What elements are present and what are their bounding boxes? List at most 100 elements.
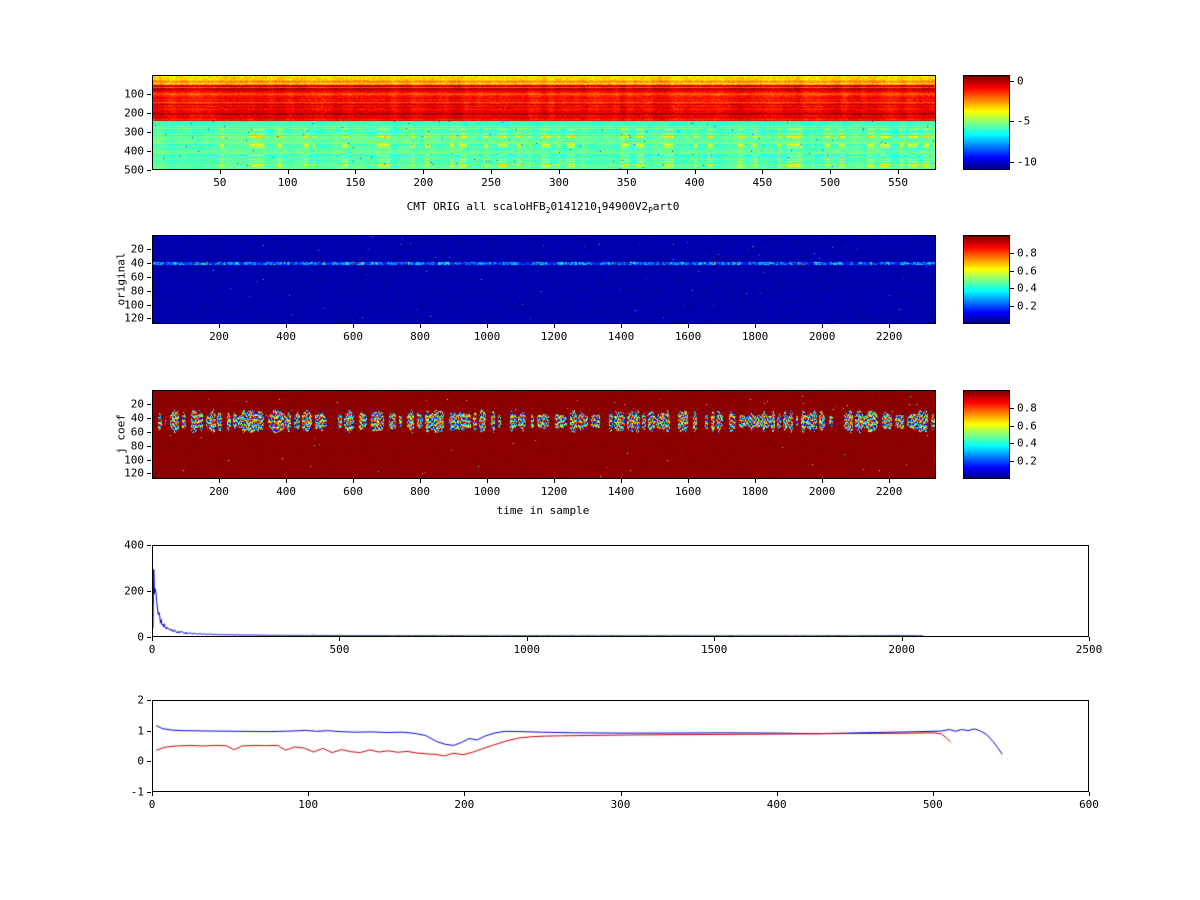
colorbar-tick-label: 0.2 <box>1017 454 1037 468</box>
x-tick-label: 2200 <box>875 330 903 343</box>
convergence-plot <box>153 701 1088 791</box>
tick-mark <box>147 290 151 292</box>
subplot-convergence <box>152 700 1089 792</box>
tick-mark <box>147 248 151 250</box>
tick-mark <box>830 170 832 174</box>
colorbar-tick-label: 0.6 <box>1017 264 1037 278</box>
x-tick-label: 800 <box>410 330 430 343</box>
tick-mark <box>932 792 934 796</box>
tick-mark <box>219 479 220 483</box>
x-tick-label: 2000 <box>808 485 836 498</box>
original-heatmap-image <box>153 236 935 323</box>
tick-mark <box>626 170 628 174</box>
tick-mark <box>147 403 151 405</box>
x-tick-label: 350 <box>616 176 637 189</box>
y-tick-label: 500 <box>124 163 144 177</box>
colorbar-tick-label: 0.4 <box>1017 436 1037 450</box>
tick-mark <box>558 170 560 174</box>
tick-mark <box>147 545 151 546</box>
x-tick-label: 500 <box>922 798 943 811</box>
tick-mark <box>822 324 824 328</box>
tick-mark <box>147 445 151 447</box>
tick-mark <box>822 479 824 483</box>
x-tick-label: 450 <box>752 176 773 189</box>
colorbar-tick-label: 0 <box>1017 74 1024 88</box>
y-tick-label: 60 <box>130 425 144 439</box>
tick-mark <box>147 700 151 701</box>
tick-mark <box>688 324 690 328</box>
tick-mark <box>889 479 891 483</box>
tick-mark <box>491 170 493 174</box>
tick-mark <box>714 637 716 641</box>
x-tick-label: 0 <box>148 798 156 811</box>
colorbar-original-gradient <box>964 236 1009 323</box>
tick-mark <box>147 151 151 152</box>
x-tick-label: 400 <box>684 176 705 189</box>
x-tick-label: 150 <box>345 176 366 189</box>
x-tick-label: 400 <box>276 330 296 343</box>
tick-mark <box>147 276 151 278</box>
x-tick-label: 1200 <box>540 330 568 343</box>
x-tick-label: 100 <box>277 176 298 189</box>
jcoef-ylabel: j coef <box>114 414 128 454</box>
y-tick-label: 0 <box>137 630 144 644</box>
tick-mark <box>420 324 422 328</box>
tick-mark <box>1010 121 1014 123</box>
tick-mark <box>147 431 151 433</box>
tick-mark <box>776 792 778 796</box>
tick-mark <box>147 417 151 419</box>
jcoef-heatmap-image <box>153 391 935 478</box>
x-tick-label: 500 <box>329 643 350 656</box>
colorbar-jcoef <box>963 390 1010 479</box>
tick-mark <box>1010 425 1014 427</box>
tick-mark <box>147 792 151 793</box>
colorbar-tick-label: 0.6 <box>1017 419 1037 433</box>
tick-mark <box>1010 252 1014 254</box>
y-tick-label: -1 <box>130 785 144 799</box>
tick-mark <box>353 324 355 328</box>
tick-mark <box>898 170 900 174</box>
tick-mark <box>355 170 357 174</box>
tick-mark <box>464 792 466 796</box>
subplot-original <box>152 235 936 324</box>
tick-mark <box>1010 288 1014 290</box>
x-tick-label: 600 <box>343 485 363 498</box>
tick-mark <box>353 479 355 483</box>
x-tick-label: 550 <box>888 176 908 189</box>
tick-mark <box>420 479 422 483</box>
x-tick-label: 200 <box>209 330 229 343</box>
tick-mark <box>1010 443 1014 445</box>
x-tick-label: 2500 <box>1075 643 1103 656</box>
time-axis-label: time in sample <box>496 504 590 517</box>
x-tick-label: 200 <box>413 176 434 189</box>
x-tick-label: 1000 <box>513 643 541 656</box>
x-tick-label: 400 <box>766 798 787 811</box>
y-tick-label: 0 <box>137 754 144 768</box>
x-tick-label: 1000 <box>473 485 501 498</box>
tick-mark <box>308 792 310 796</box>
y-tick-label: 20 <box>130 242 144 256</box>
colorbar-tick-label: 0.8 <box>1017 401 1037 415</box>
y-tick-label: 200 <box>124 584 144 598</box>
title-text: art0 <box>652 200 680 213</box>
colorbar-tick-label: 0.8 <box>1017 246 1037 260</box>
tick-mark <box>147 473 151 475</box>
tick-mark <box>620 792 622 796</box>
colorbar-original <box>963 235 1010 324</box>
tick-mark <box>423 170 425 174</box>
tick-mark <box>147 94 151 95</box>
plot-title: CMT ORIG all scaloHFB20141210194900V2Par… <box>152 200 934 215</box>
x-tick-label: 400 <box>276 485 296 498</box>
tick-mark <box>901 637 903 641</box>
tick-mark <box>147 132 151 133</box>
title-subscript: 1 <box>596 206 602 216</box>
x-tick-label: 0 <box>148 643 156 656</box>
x-tick-label: 800 <box>410 485 430 498</box>
x-tick-label: 500 <box>820 176 841 189</box>
tick-mark <box>152 792 153 796</box>
x-tick-label: 100 <box>298 798 319 811</box>
x-tick-label: 600 <box>1079 798 1099 811</box>
tick-mark <box>152 637 153 641</box>
tick-mark <box>286 324 288 328</box>
